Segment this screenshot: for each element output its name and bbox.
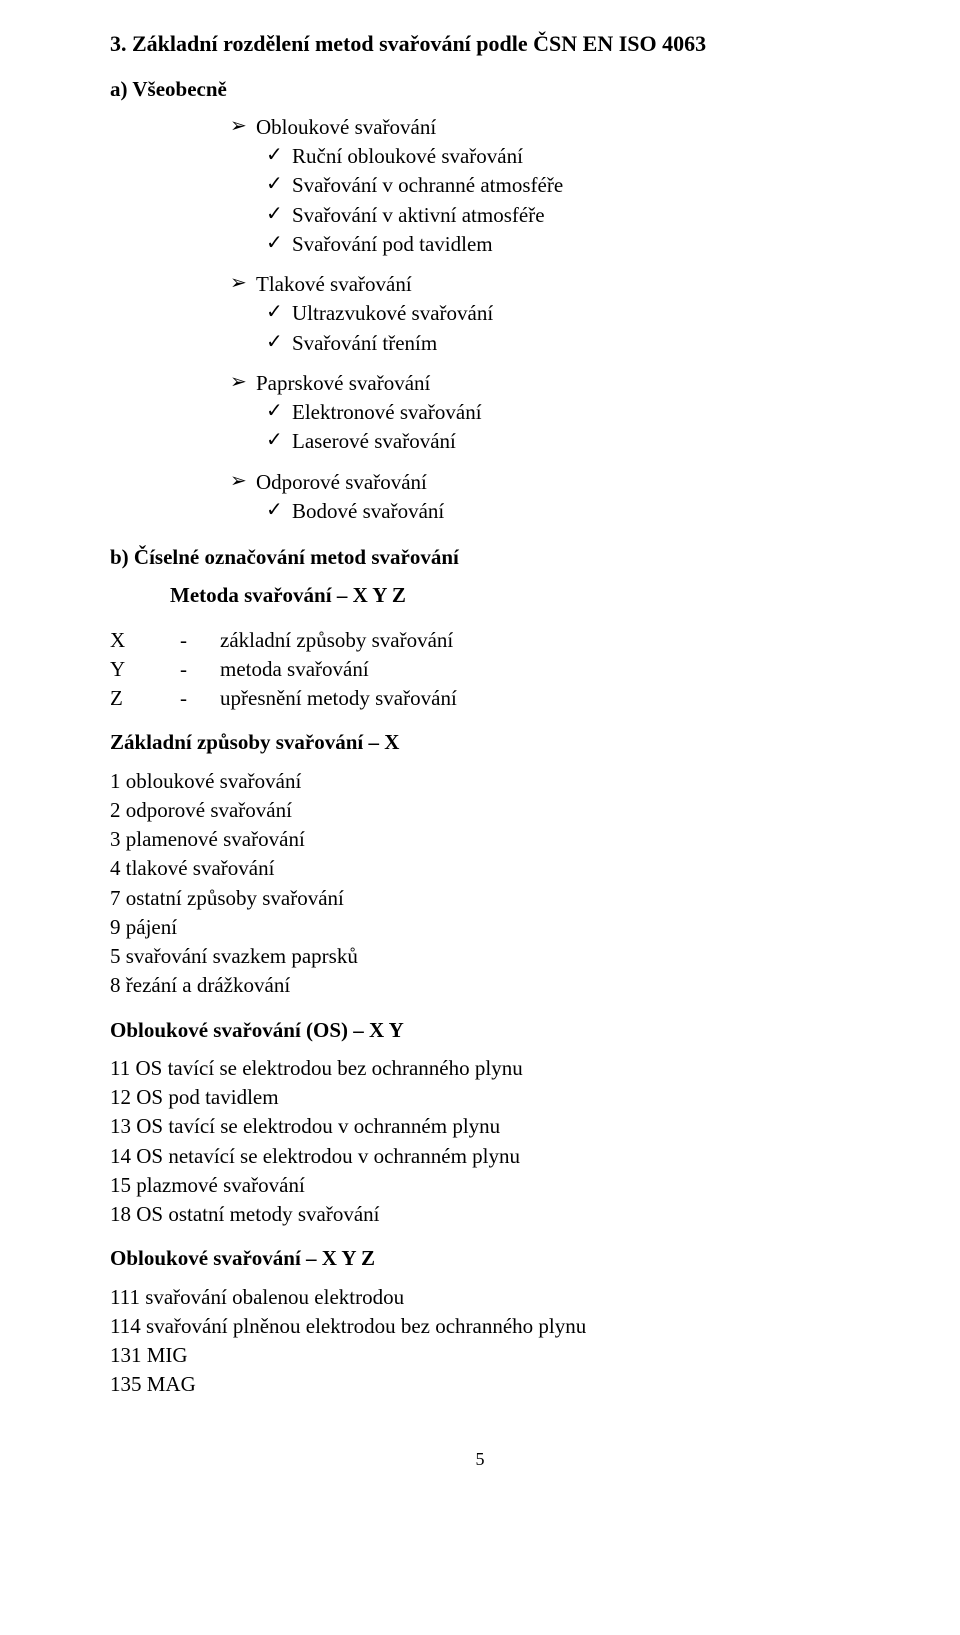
list-item: 3 plamenové svařování	[110, 826, 850, 852]
bullet-group: ➢ Obloukové svařování ✓Ruční obloukové s…	[230, 114, 850, 257]
legend-letter: Z	[110, 685, 180, 711]
check-icon: ✓	[266, 172, 292, 197]
list-item: 5 svařování svazkem paprsků	[110, 943, 850, 969]
check-icon: ✓	[266, 498, 292, 523]
list-item: 7 ostatní způsoby svařování	[110, 885, 850, 911]
check-icon: ✓	[266, 428, 292, 453]
page-number: 5	[110, 1448, 850, 1471]
group-item: ✓Elektronové svařování	[266, 399, 850, 425]
list-item: 9 pájení	[110, 914, 850, 940]
check-icon: ✓	[266, 231, 292, 256]
list-item: 111 svařování obalenou elektrodou	[110, 1284, 850, 1310]
check-icon: ✓	[266, 300, 292, 325]
heading-os-xy: Obloukové svařování (OS) – X Y	[110, 1017, 850, 1043]
subsection-a-label: a) Všeobecně	[110, 76, 850, 102]
group-item-text: Bodové svařování	[292, 498, 444, 524]
list-item: 8 řezání a drážkování	[110, 972, 850, 998]
group-item-text: Svařování třením	[292, 330, 437, 356]
section-title: 3. Základní rozdělení metod svařování po…	[110, 30, 850, 58]
legend-desc: základní způsoby svařování	[220, 627, 453, 653]
arrow-icon: ➢	[230, 114, 256, 139]
legend-block: X - základní způsoby svařování Y - metod…	[110, 627, 850, 712]
group-item: ✓Bodové svařování	[266, 498, 850, 524]
group-item: ✓Ruční obloukové svařování	[266, 143, 850, 169]
bullet-group: ➢ Odporové svařování ✓Bodové svařování	[230, 469, 850, 525]
list-item: 14 OS netavící se elektrodou v ochranném…	[110, 1143, 850, 1169]
group-item: ✓Ultrazvukové svařování	[266, 300, 850, 326]
list-item: 12 OS pod tavidlem	[110, 1084, 850, 1110]
arrow-icon: ➢	[230, 370, 256, 395]
list-item: 114 svařování plněnou elektrodou bez och…	[110, 1313, 850, 1339]
list-os-xyz: 111 svařování obalenou elektrodou 114 sv…	[110, 1284, 850, 1398]
bullet-groups: ➢ Obloukové svařování ✓Ruční obloukové s…	[230, 114, 850, 524]
group-head: ➢ Paprskové svařování	[230, 370, 850, 396]
legend-dash: -	[180, 627, 220, 653]
check-icon: ✓	[266, 143, 292, 168]
list-item: 18 OS ostatní metody svařování	[110, 1201, 850, 1227]
group-head: ➢ Tlakové svařování	[230, 271, 850, 297]
group-item-text: Svařování v ochranné atmosféře	[292, 172, 563, 198]
group-item: ✓Svařování třením	[266, 330, 850, 356]
list-basic-x: 1 obloukové svařování 2 odporové svařová…	[110, 768, 850, 999]
list-item: 13 OS tavící se elektrodou v ochranném p…	[110, 1113, 850, 1139]
legend-letter: X	[110, 627, 180, 653]
list-item: 11 OS tavící se elektrodou bez ochrannéh…	[110, 1055, 850, 1081]
group-item-text: Svařování pod tavidlem	[292, 231, 493, 257]
check-icon: ✓	[266, 399, 292, 424]
list-item: 2 odporové svařování	[110, 797, 850, 823]
group-head: ➢ Odporové svařování	[230, 469, 850, 495]
legend-desc: metoda svařování	[220, 656, 369, 682]
list-item: 135 MAG	[110, 1371, 850, 1397]
check-icon: ✓	[266, 330, 292, 355]
heading-os-xyz: Obloukové svařování – X Y Z	[110, 1245, 850, 1271]
group-item: ✓Svařování pod tavidlem	[266, 231, 850, 257]
group-item: ✓Laserové svařování	[266, 428, 850, 454]
group-item-text: Ultrazvukové svařování	[292, 300, 493, 326]
group-head-text: Paprskové svařování	[256, 370, 430, 396]
method-xyz: Metoda svařování – X Y Z	[170, 582, 850, 608]
legend-desc: upřesnění metody svařování	[220, 685, 457, 711]
list-item: 131 MIG	[110, 1342, 850, 1368]
bullet-group: ➢ Tlakové svařování ✓Ultrazvukové svařov…	[230, 271, 850, 356]
legend-dash: -	[180, 656, 220, 682]
group-head-text: Tlakové svařování	[256, 271, 412, 297]
group-item-text: Ruční obloukové svařování	[292, 143, 523, 169]
group-item: ✓Svařování v aktivní atmosféře	[266, 202, 850, 228]
list-item: 4 tlakové svařování	[110, 855, 850, 881]
group-head-text: Odporové svařování	[256, 469, 427, 495]
arrow-icon: ➢	[230, 271, 256, 296]
group-head-text: Obloukové svařování	[256, 114, 436, 140]
legend-letter: Y	[110, 656, 180, 682]
list-item: 1 obloukové svařování	[110, 768, 850, 794]
heading-basic-x: Základní způsoby svařování – X	[110, 729, 850, 755]
legend-row: X - základní způsoby svařování	[110, 627, 850, 653]
list-os-xy: 11 OS tavící se elektrodou bez ochrannéh…	[110, 1055, 850, 1228]
legend-dash: -	[180, 685, 220, 711]
check-icon: ✓	[266, 202, 292, 227]
subsection-b-label: b) Číselné označování metod svařování	[110, 544, 850, 570]
group-head: ➢ Obloukové svařování	[230, 114, 850, 140]
group-item-text: Laserové svařování	[292, 428, 456, 454]
list-item: 15 plazmové svařování	[110, 1172, 850, 1198]
bullet-group: ➢ Paprskové svařování ✓Elektronové svařo…	[230, 370, 850, 455]
group-item-text: Elektronové svařování	[292, 399, 482, 425]
group-item: ✓Svařování v ochranné atmosféře	[266, 172, 850, 198]
group-item-text: Svařování v aktivní atmosféře	[292, 202, 545, 228]
legend-row: Z - upřesnění metody svařování	[110, 685, 850, 711]
legend-row: Y - metoda svařování	[110, 656, 850, 682]
arrow-icon: ➢	[230, 469, 256, 494]
